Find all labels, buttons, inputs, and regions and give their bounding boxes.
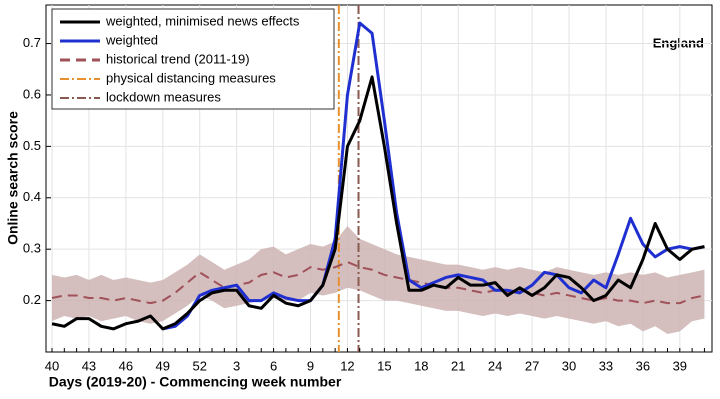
y-axis-label: Online search score: [5, 111, 21, 245]
x-tick-label: 49: [156, 358, 170, 373]
x-tick-label: 30: [562, 358, 576, 373]
x-tick-label: 33: [599, 358, 613, 373]
annotation: England: [653, 35, 704, 50]
legend-label: physical distancing measures: [106, 70, 276, 85]
range-band: [52, 226, 705, 335]
x-tick-label: 21: [451, 358, 465, 373]
y-tick-label: 0.5: [23, 138, 41, 153]
plot: [51, 5, 705, 352]
x-tick-label: 27: [525, 358, 539, 373]
legend-label: weighted, minimised news effects: [105, 13, 300, 28]
x-tick-label: 24: [488, 358, 502, 373]
x-tick-label: 39: [673, 358, 687, 373]
x-tick-label: 40: [45, 358, 59, 373]
legend-label: historical trend (2011-19): [106, 51, 250, 66]
x-tick-label: 43: [82, 358, 96, 373]
x-tick-label: 52: [192, 358, 206, 373]
x-tick-label: 18: [414, 358, 428, 373]
data-line: [162, 21, 705, 331]
legend-label: weighted: [105, 32, 158, 47]
y-tick-label: 0.6: [23, 86, 41, 101]
y-tick-label: 0.3: [23, 241, 41, 256]
data-line: [51, 75, 705, 331]
y-tick-label: 0.7: [23, 35, 41, 50]
y-tick-label: 0.2: [23, 292, 41, 307]
data-line: [51, 261, 705, 305]
legend-label: lockdown measures: [106, 89, 221, 104]
legend: weighted, minimised news effects weighted…: [51, 8, 335, 110]
x-tick-label: 15: [377, 358, 391, 373]
x-tick-label: 3: [233, 358, 240, 373]
x-tick-label: 6: [270, 358, 277, 373]
x-tick-label: 12: [340, 358, 354, 373]
x-tick-label: 36: [636, 358, 650, 373]
x-axis-label: Days (2019-20) - Commencing week number: [49, 374, 342, 390]
x-tick-label: 9: [307, 358, 314, 373]
y-tick-label: 0.4: [23, 189, 41, 204]
x-tick-label: 46: [119, 358, 133, 373]
